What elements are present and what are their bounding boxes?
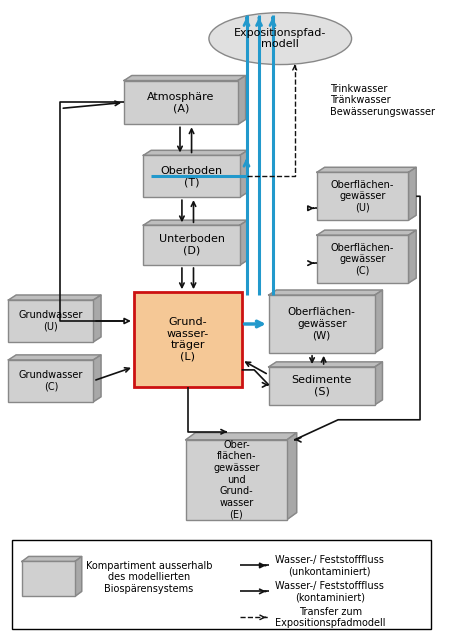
Bar: [124, 80, 238, 124]
Text: Trinkwasser: Trinkwasser: [330, 83, 388, 94]
Polygon shape: [317, 230, 416, 235]
Text: Sedimente
(S): Sedimente (S): [292, 375, 352, 397]
Text: Bewässerungswasser: Bewässerungswasser: [330, 108, 436, 117]
Text: Grund-
wasser-
träger
(L): Grund- wasser- träger (L): [167, 317, 209, 362]
Text: Expositionspfad-
modell: Expositionspfad- modell: [234, 28, 327, 50]
Text: Wasser-/ Feststofffluss
(unkontaminiert): Wasser-/ Feststofffluss (unkontaminiert): [275, 555, 384, 576]
Bar: [143, 225, 240, 265]
Polygon shape: [93, 295, 101, 342]
Bar: [269, 367, 375, 404]
Text: Oberflächen-
gewässer
(C): Oberflächen- gewässer (C): [331, 243, 394, 276]
Polygon shape: [409, 230, 416, 283]
Text: Atmosphäre
(A): Atmosphäre (A): [147, 92, 215, 113]
Polygon shape: [93, 355, 101, 402]
Polygon shape: [186, 433, 297, 440]
Polygon shape: [240, 220, 247, 265]
Polygon shape: [124, 76, 245, 80]
Polygon shape: [8, 355, 101, 360]
Text: Oberflächen-
gewässer
(U): Oberflächen- gewässer (U): [331, 180, 394, 213]
Bar: [134, 292, 242, 387]
Bar: [22, 561, 75, 596]
Text: Grundwasser
(C): Grundwasser (C): [19, 370, 83, 392]
Polygon shape: [269, 290, 382, 295]
Polygon shape: [143, 220, 247, 225]
Polygon shape: [269, 362, 382, 367]
Bar: [186, 440, 287, 520]
Bar: [8, 360, 93, 402]
Bar: [8, 300, 93, 342]
Polygon shape: [317, 168, 416, 173]
Polygon shape: [238, 76, 245, 124]
Text: Wasser-/ Feststofffluss
(kontaminiert): Wasser-/ Feststofffluss (kontaminiert): [275, 580, 384, 602]
Text: Unterboden
(D): Unterboden (D): [158, 234, 224, 256]
Ellipse shape: [209, 13, 352, 64]
Bar: [12, 540, 431, 629]
Text: Oberflächen-
gewässer
(W): Oberflächen- gewässer (W): [288, 308, 356, 341]
Bar: [269, 295, 375, 353]
Polygon shape: [22, 557, 82, 561]
Polygon shape: [375, 290, 382, 353]
Polygon shape: [375, 362, 382, 404]
Polygon shape: [287, 433, 297, 520]
Text: Transfer zum
Expositionspfadmodell: Transfer zum Expositionspfadmodell: [275, 606, 386, 628]
Bar: [143, 155, 240, 197]
Text: Kompartiment ausserhalb
des modellierten
Biospärensystems: Kompartiment ausserhalb des modellierten…: [86, 561, 212, 594]
Polygon shape: [8, 295, 101, 300]
Text: Oberboden
(T): Oberboden (T): [160, 166, 223, 187]
Polygon shape: [75, 557, 82, 596]
Polygon shape: [143, 150, 247, 155]
Polygon shape: [409, 168, 416, 220]
Text: Grundwasser
(U): Grundwasser (U): [19, 310, 83, 332]
Polygon shape: [240, 150, 247, 197]
Text: Ober-
flächen-
gewässer
und
Grund-
wasser
(E): Ober- flächen- gewässer und Grund- wasse…: [213, 440, 260, 519]
Bar: [317, 173, 409, 220]
Text: Tränkwasser: Tränkwasser: [330, 96, 391, 106]
Bar: [317, 235, 409, 283]
